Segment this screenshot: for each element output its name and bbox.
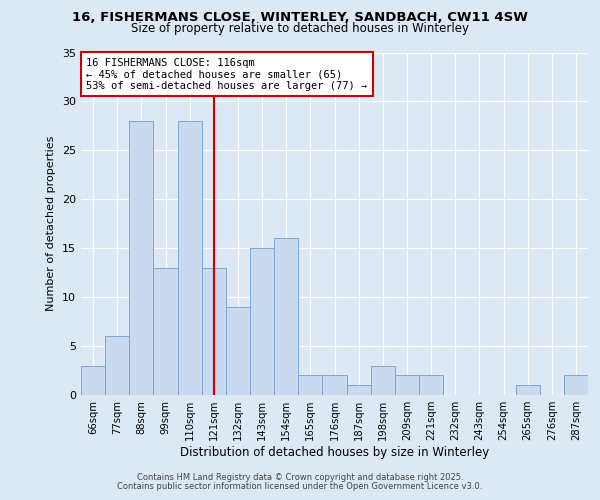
Bar [515, 385, 540, 395]
Bar [105, 336, 129, 395]
X-axis label: Distribution of detached houses by size in Winterley: Distribution of detached houses by size … [180, 446, 489, 459]
Text: Size of property relative to detached houses in Winterley: Size of property relative to detached ho… [131, 22, 469, 35]
Text: Contains HM Land Registry data © Crown copyright and database right 2025.: Contains HM Land Registry data © Crown c… [137, 472, 463, 482]
Text: 16, FISHERMANS CLOSE, WINTERLEY, SANDBACH, CW11 4SW: 16, FISHERMANS CLOSE, WINTERLEY, SANDBAC… [72, 11, 528, 24]
Bar [154, 268, 178, 395]
Y-axis label: Number of detached properties: Number of detached properties [46, 136, 56, 312]
Bar [371, 366, 395, 395]
Bar [419, 376, 443, 395]
Bar [298, 376, 322, 395]
Bar [395, 376, 419, 395]
Bar [226, 307, 250, 395]
Bar [274, 238, 298, 395]
Bar [250, 248, 274, 395]
Bar [347, 385, 371, 395]
Text: 16 FISHERMANS CLOSE: 116sqm
← 45% of detached houses are smaller (65)
53% of sem: 16 FISHERMANS CLOSE: 116sqm ← 45% of det… [86, 58, 367, 91]
Text: Contains public sector information licensed under the Open Government Licence v3: Contains public sector information licen… [118, 482, 482, 491]
Bar [178, 121, 202, 395]
Bar [564, 376, 588, 395]
Bar [202, 268, 226, 395]
Bar [129, 121, 154, 395]
Bar [322, 376, 347, 395]
Bar [81, 366, 105, 395]
